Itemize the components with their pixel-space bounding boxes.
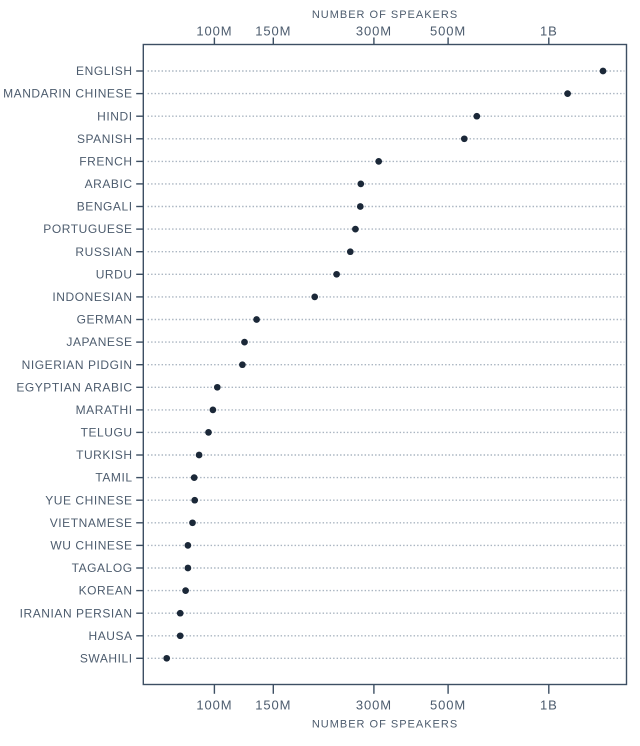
svg-text:TAMIL: TAMIL: [95, 471, 132, 485]
svg-text:PORTUGUESE: PORTUGUESE: [43, 222, 132, 236]
svg-text:500M: 500M: [430, 23, 466, 38]
svg-text:INDONESIAN: INDONESIAN: [52, 290, 132, 304]
svg-text:HINDI: HINDI: [97, 109, 132, 123]
svg-text:EGYPTIAN ARABIC: EGYPTIAN ARABIC: [16, 380, 132, 394]
svg-text:RUSSIAN: RUSSIAN: [75, 245, 132, 259]
svg-text:GERMAN: GERMAN: [77, 313, 133, 327]
svg-text:NUMBER OF SPEAKERS: NUMBER OF SPEAKERS: [312, 9, 458, 21]
svg-text:YUE CHINESE: YUE CHINESE: [45, 493, 132, 507]
svg-text:500M: 500M: [430, 698, 466, 713]
svg-text:NUMBER OF SPEAKERS: NUMBER OF SPEAKERS: [312, 719, 458, 731]
svg-text:KOREAN: KOREAN: [79, 584, 133, 598]
svg-text:300M: 300M: [356, 23, 392, 38]
svg-text:MARATHI: MARATHI: [76, 403, 133, 417]
svg-text:ENGLISH: ENGLISH: [76, 64, 133, 78]
svg-text:TELUGU: TELUGU: [81, 426, 133, 440]
svg-text:SWAHILI: SWAHILI: [80, 651, 133, 665]
svg-text:100M: 100M: [196, 698, 232, 713]
svg-text:FRENCH: FRENCH: [79, 155, 132, 169]
svg-text:JAPANESE: JAPANESE: [66, 335, 132, 349]
svg-text:HAUSA: HAUSA: [89, 629, 133, 643]
svg-text:BENGALI: BENGALI: [77, 200, 133, 214]
svg-text:SPANISH: SPANISH: [77, 132, 133, 146]
svg-text:TAGALOG: TAGALOG: [72, 561, 133, 575]
svg-text:300M: 300M: [356, 698, 392, 713]
svg-text:1B: 1B: [540, 698, 558, 713]
svg-text:NIGERIAN PIDGIN: NIGERIAN PIDGIN: [22, 358, 133, 372]
svg-text:WU CHINESE: WU CHINESE: [50, 539, 132, 553]
svg-text:IRANIAN PERSIAN: IRANIAN PERSIAN: [20, 606, 133, 620]
svg-text:TURKISH: TURKISH: [76, 448, 133, 462]
svg-text:MANDARIN CHINESE: MANDARIN CHINESE: [3, 87, 132, 101]
svg-text:100M: 100M: [196, 23, 232, 38]
svg-text:VIETNAMESE: VIETNAMESE: [50, 516, 133, 530]
svg-text:150M: 150M: [255, 23, 291, 38]
svg-text:1B: 1B: [540, 23, 558, 38]
svg-text:150M: 150M: [255, 698, 291, 713]
svg-text:URDU: URDU: [96, 267, 133, 281]
svg-text:ARABIC: ARABIC: [85, 177, 133, 191]
